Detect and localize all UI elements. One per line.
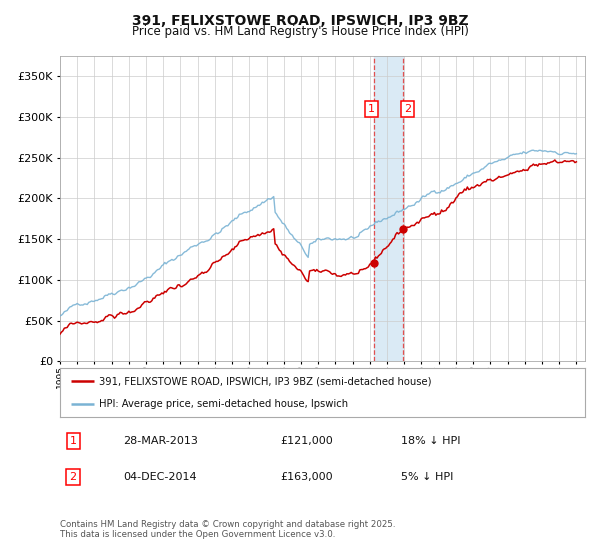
Text: 28-MAR-2013: 28-MAR-2013 [123, 436, 198, 446]
Text: 1: 1 [70, 436, 77, 446]
Text: 18% ↓ HPI: 18% ↓ HPI [401, 436, 461, 446]
Text: £121,000: £121,000 [281, 436, 333, 446]
Text: 5% ↓ HPI: 5% ↓ HPI [401, 472, 454, 482]
Text: £163,000: £163,000 [281, 472, 333, 482]
Text: Contains HM Land Registry data © Crown copyright and database right 2025.
This d: Contains HM Land Registry data © Crown c… [60, 520, 395, 539]
Text: 391, FELIXSTOWE ROAD, IPSWICH, IP3 9BZ: 391, FELIXSTOWE ROAD, IPSWICH, IP3 9BZ [131, 14, 469, 28]
Text: 2: 2 [70, 472, 77, 482]
Text: 391, FELIXSTOWE ROAD, IPSWICH, IP3 9BZ (semi-detached house): 391, FELIXSTOWE ROAD, IPSWICH, IP3 9BZ (… [100, 376, 432, 386]
Text: Price paid vs. HM Land Registry's House Price Index (HPI): Price paid vs. HM Land Registry's House … [131, 25, 469, 38]
Bar [374, 56, 403, 361]
Text: HPI: Average price, semi-detached house, Ipswich: HPI: Average price, semi-detached house,… [100, 399, 349, 409]
Text: 04-DEC-2014: 04-DEC-2014 [123, 472, 197, 482]
Text: 2: 2 [404, 104, 411, 114]
Text: 1: 1 [368, 104, 375, 114]
